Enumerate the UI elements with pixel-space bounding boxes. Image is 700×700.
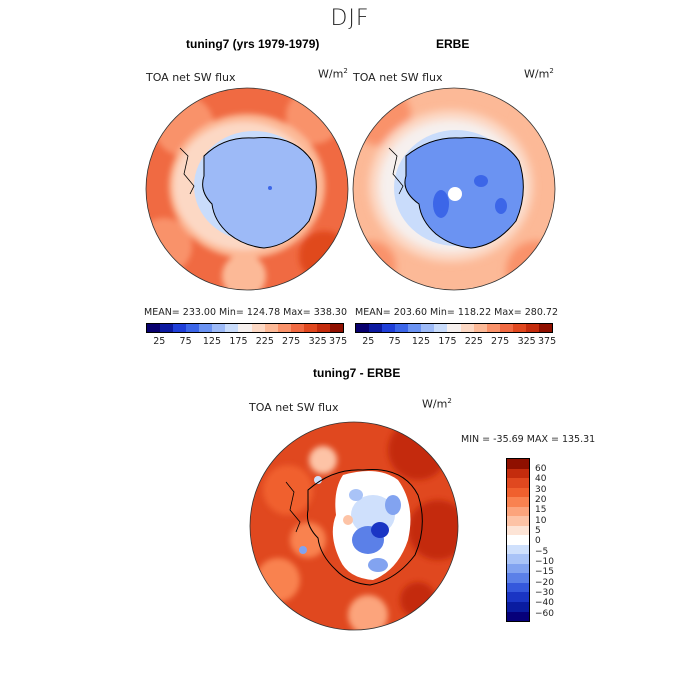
tick: 125 [411, 336, 430, 347]
tick: −10 [535, 557, 554, 567]
tick: 375 [537, 336, 557, 347]
tick: 20 [535, 495, 547, 505]
panel3-variable: TOA net SW flux [249, 401, 339, 414]
panel2-map [352, 87, 556, 291]
tick: −15 [535, 567, 554, 577]
panel1-stats: MEAN= 233.00 Min= 124.78 Max= 338.30 [144, 307, 348, 318]
panel1-colorbar [146, 323, 344, 333]
tick: 175 [229, 336, 248, 347]
tick: 25 [153, 336, 166, 347]
tick: −30 [535, 588, 554, 598]
panel3-stats: MIN = -35.69 MAX = 135.31 [461, 434, 596, 445]
panel2-variable: TOA net SW flux [353, 71, 443, 84]
panel3-units: W/m2 [422, 397, 452, 411]
tick: −20 [535, 578, 554, 588]
tick: 30 [535, 485, 547, 495]
panel2-colorbar-ticks: 25 75 125 175 225 275 325 375 [355, 336, 557, 348]
panel3-map [249, 421, 459, 631]
tick: 225 [464, 336, 483, 347]
tick: 10 [535, 516, 547, 526]
panel2-stats: MEAN= 203.60 Min= 118.22 Max= 280.72 [355, 307, 559, 318]
panel1-variable: TOA net SW flux [146, 71, 236, 84]
tick: 125 [202, 336, 221, 347]
panel1-colorbar-ticks: 25 75 125 175 225 275 325 375 [146, 336, 348, 348]
tick: 40 [535, 474, 547, 484]
tick: 375 [328, 336, 348, 347]
panel1-map [145, 87, 349, 291]
panel3-colorbar-ticks: 60 40 30 20 15 10 5 0 −5 −10 −15 −20 −30… [535, 458, 575, 622]
panel3-title: tuning7 - ERBE [313, 366, 401, 380]
panel2-units: W/m2 [524, 67, 554, 81]
tick: 275 [282, 336, 301, 347]
tick: 325 [308, 336, 327, 347]
tick: 15 [535, 505, 547, 515]
panel2-colorbar [355, 323, 553, 333]
tick: −60 [535, 609, 554, 619]
tick: 75 [179, 336, 192, 347]
tick: 60 [535, 464, 547, 474]
panel1-units: W/m2 [318, 67, 348, 81]
panel2-title: ERBE [436, 37, 470, 51]
tick: 275 [491, 336, 510, 347]
tick: −5 [535, 547, 549, 557]
tick: 225 [255, 336, 274, 347]
tick: 5 [535, 526, 541, 536]
tick: 75 [388, 336, 401, 347]
panel3-colorbar [506, 458, 530, 622]
tick: 25 [362, 336, 375, 347]
figure-title: DJF [330, 6, 370, 31]
tick: −40 [535, 598, 554, 608]
panel1-title: tuning7 (yrs 1979-1979) [186, 37, 320, 51]
tick: 325 [517, 336, 536, 347]
tick: 175 [438, 336, 457, 347]
tick: 0 [535, 536, 541, 546]
